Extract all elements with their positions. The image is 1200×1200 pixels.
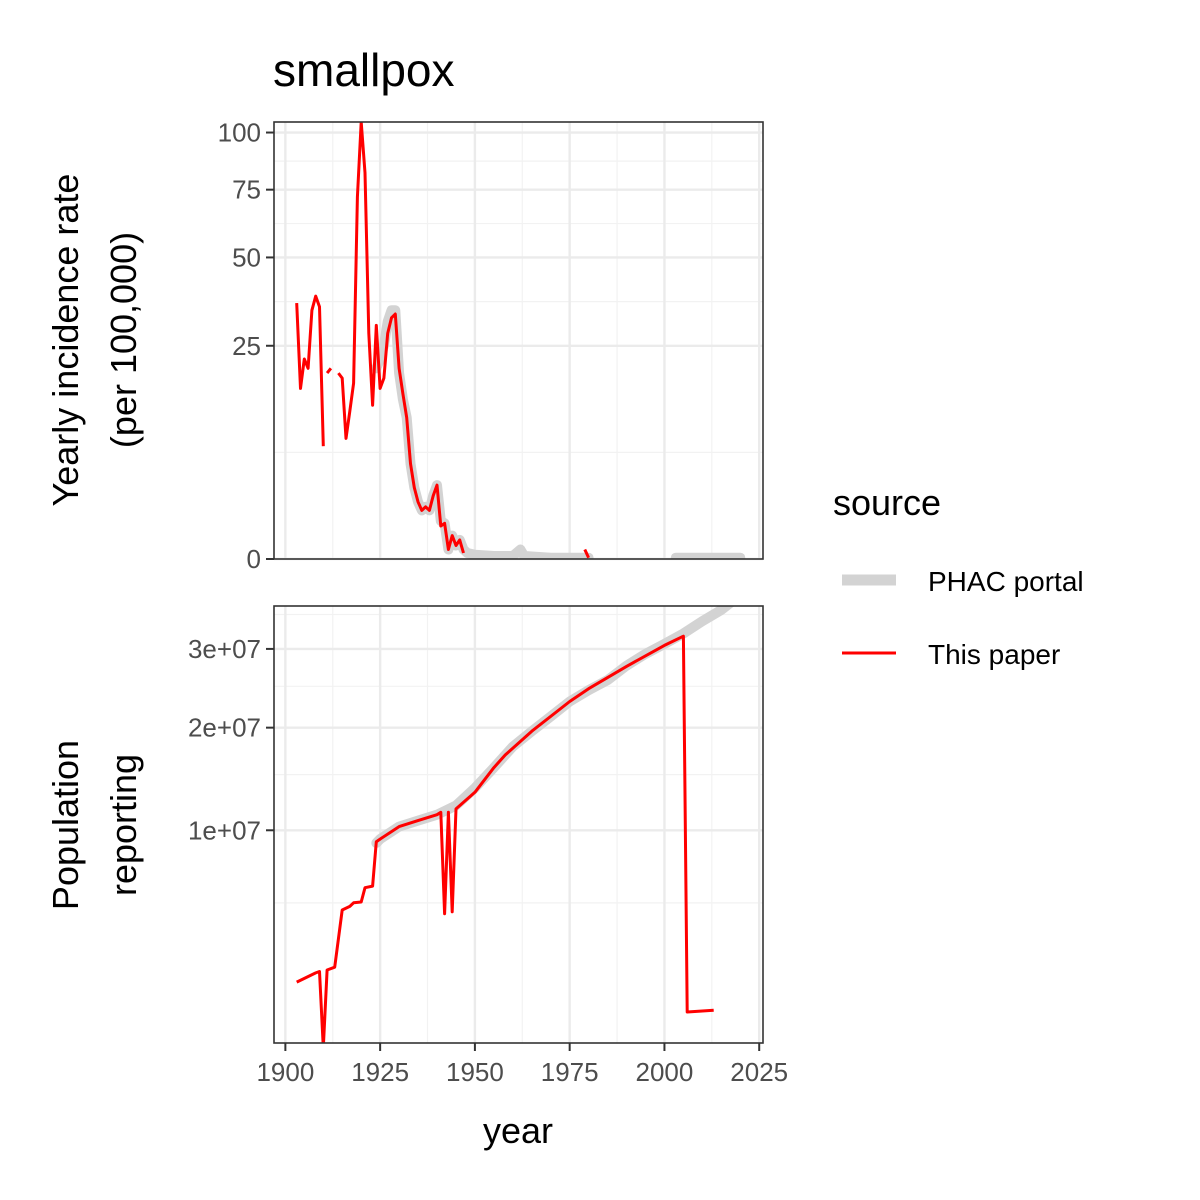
legend-label-phac-portal: PHAC portal [928,566,1084,597]
x-tick-label: 1975 [541,1057,599,1087]
y-tick-label: 100 [218,118,261,148]
x-axis-title: year [483,1110,553,1151]
legend-title: source [833,482,941,523]
x-tick-label: 2000 [636,1057,694,1087]
series-line-this-paper [295,294,325,447]
series-line-this-paper [337,122,465,554]
y-tick-label: 50 [232,242,261,272]
y-tick-label: 0 [247,544,261,574]
series-layer [296,606,735,1043]
y-axis-title-incidence-line1: Yearly incidence rate [45,174,86,507]
series-line-this-paper [583,548,590,559]
y-tick-label: 25 [232,331,261,361]
legend-label-this-paper: This paper [928,639,1060,670]
panel-population: 1e+07 2e+07 3e+07 [188,605,764,1044]
y-tick-label: 75 [232,175,261,205]
series-layer [295,122,746,559]
x-tick-label: 1925 [351,1057,409,1087]
x-tick-label: 1950 [446,1057,504,1087]
x-tick-label: 2025 [730,1057,788,1087]
y-tick-label: 1e+07 [188,815,261,845]
panel-border [273,121,764,560]
chart-title: smallpox [273,44,455,96]
y-axis-title-incidence-line2: (per 100,000) [103,232,144,448]
y-tick-label: 3e+07 [188,634,261,664]
panel-incidence: 0 25 50 75 100 [218,118,764,574]
y-axis-title-population-line2: reporting [103,754,144,896]
series-line-this-paper [296,634,714,1043]
series-line-this-paper [325,367,333,375]
legend: source PHAC portal This paper [833,482,1084,670]
x-axis: 1900 1925 1950 1975 2000 2025 [256,1043,788,1087]
panel-border [273,605,764,1044]
y-axis-title-population-line1: Population [45,740,86,910]
y-tick-label: 2e+07 [188,713,261,743]
x-tick-label: 1900 [256,1057,314,1087]
